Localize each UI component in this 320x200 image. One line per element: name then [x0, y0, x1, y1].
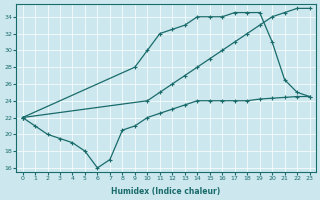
X-axis label: Humidex (Indice chaleur): Humidex (Indice chaleur) — [111, 187, 221, 196]
